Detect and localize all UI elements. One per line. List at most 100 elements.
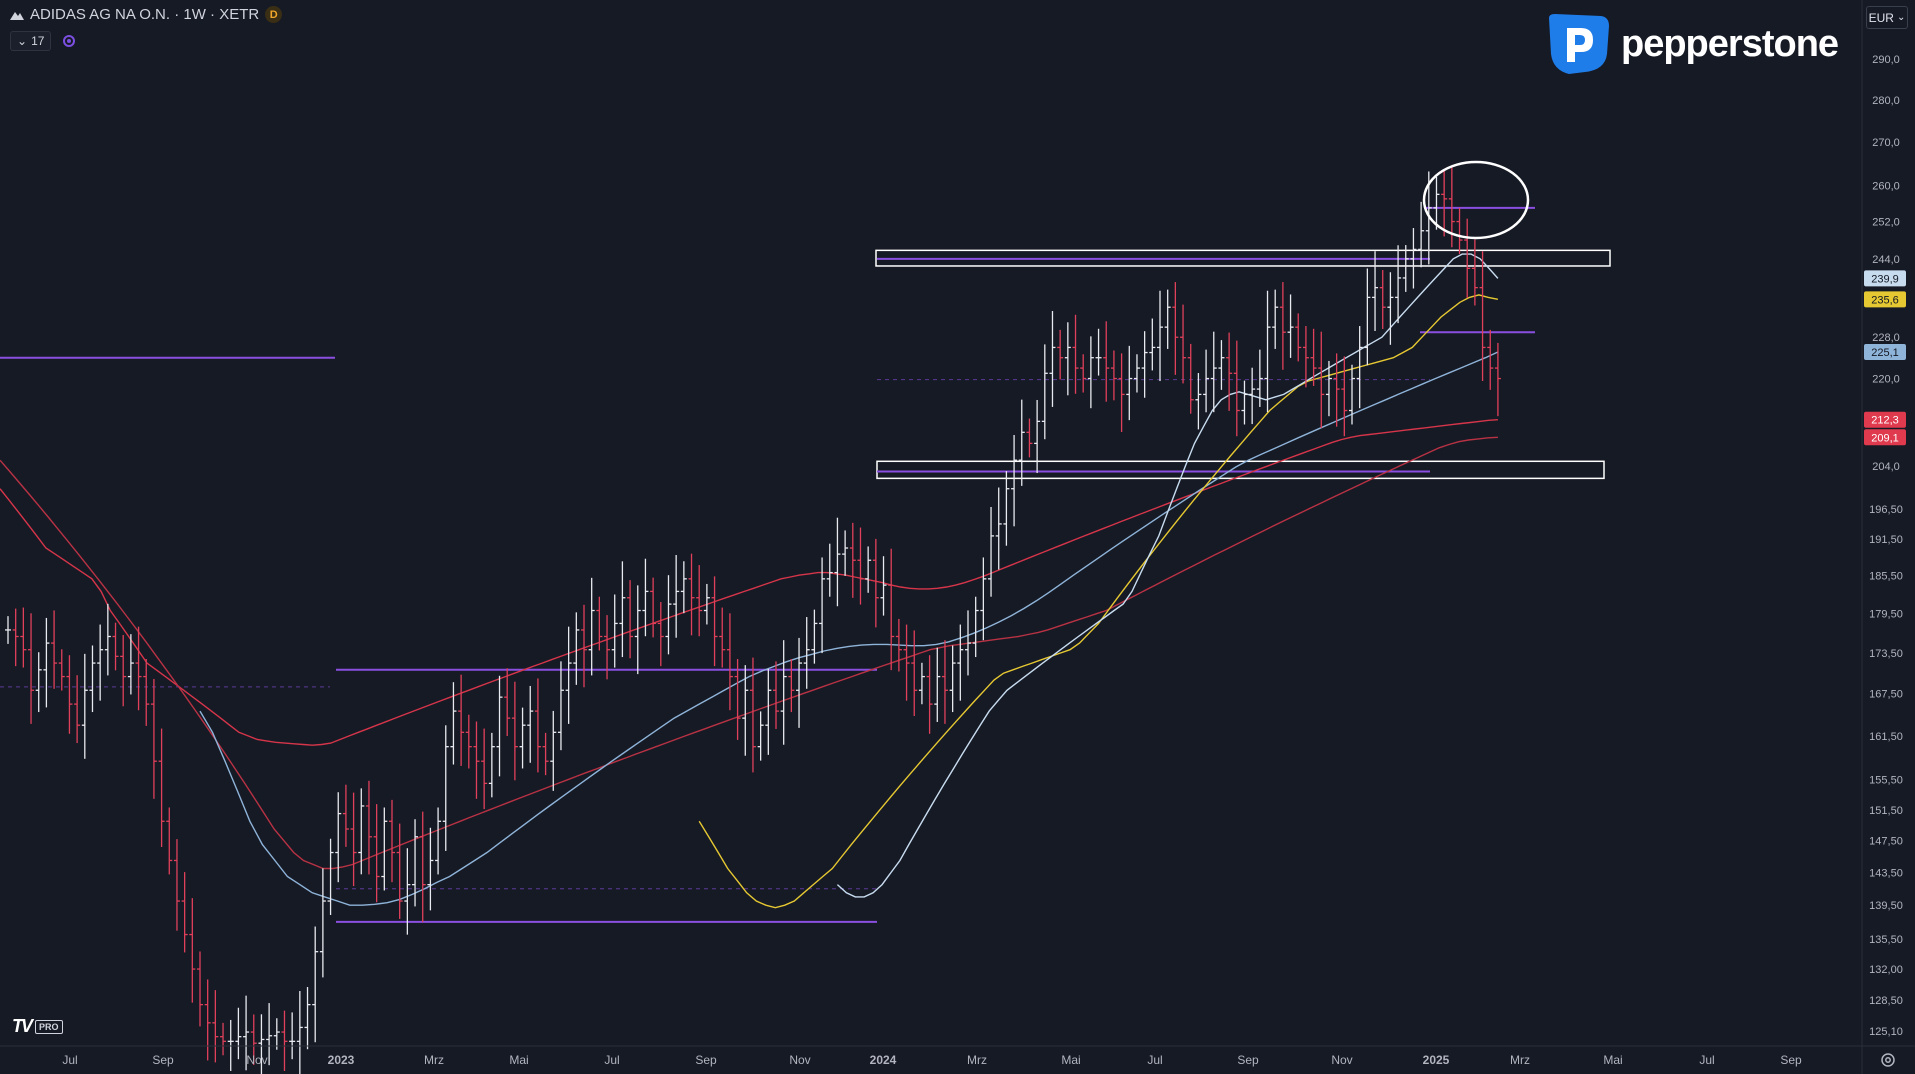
ohlc-bar[interactable]: [89, 645, 96, 713]
ohlc-bar[interactable]: [135, 626, 142, 711]
ohlc-bar[interactable]: [1041, 344, 1048, 440]
ohlc-bar[interactable]: [1164, 289, 1171, 349]
ohlc-bar[interactable]: [1157, 290, 1163, 382]
ohlc-bar[interactable]: [1057, 329, 1064, 380]
ohlc-bar[interactable]: [949, 645, 956, 713]
ohlc-bar[interactable]: [1341, 356, 1348, 437]
ohlc-bar[interactable]: [389, 799, 395, 883]
ohlc-bar[interactable]: [150, 678, 157, 799]
ohlc-bar[interactable]: [189, 898, 196, 1003]
ohlc-bar[interactable]: [20, 607, 27, 668]
ohlc-bar[interactable]: [880, 556, 887, 616]
ohlc-bar[interactable]: [726, 613, 733, 711]
ohlc-bar[interactable]: [227, 1019, 234, 1071]
ohlc-bar[interactable]: [51, 610, 58, 689]
ohlc-bar[interactable]: [1149, 318, 1156, 371]
ohlc-bar[interactable]: [427, 827, 434, 911]
ohlc-bar[interactable]: [1049, 311, 1056, 407]
price-label[interactable]: 239,9: [1864, 270, 1906, 287]
ohlc-bar[interactable]: [1356, 326, 1363, 409]
ohlc-bar[interactable]: [1494, 342, 1501, 417]
ohlc-bar[interactable]: [1295, 313, 1302, 362]
moving-average-line[interactable]: [0, 436, 1498, 870]
ohlc-bar[interactable]: [304, 987, 311, 1050]
ohlc-bar[interactable]: [1325, 360, 1332, 417]
ohlc-bar[interactable]: [665, 575, 672, 655]
ohlc-bar[interactable]: [5, 616, 11, 644]
price-label[interactable]: 235,6: [1864, 291, 1906, 308]
ohlc-bar[interactable]: [773, 661, 779, 729]
currency-select[interactable]: EUR ⌄: [1866, 6, 1908, 29]
ohlc-bar[interactable]: [1249, 367, 1256, 425]
ohlc-bar[interactable]: [703, 583, 710, 625]
ohlc-bar[interactable]: [58, 649, 65, 691]
ohlc-bar[interactable]: [435, 807, 442, 875]
ohlc-bar[interactable]: [381, 807, 388, 891]
ohlc-bar[interactable]: [373, 804, 380, 903]
ohlc-bar[interactable]: [972, 596, 979, 658]
ohlc-bar[interactable]: [657, 602, 664, 667]
ohlc-bar[interactable]: [1126, 345, 1133, 421]
indicator-settings-icon[interactable]: [61, 33, 77, 49]
ohlc-bar[interactable]: [166, 807, 173, 875]
ohlc-bar[interactable]: [1402, 245, 1409, 292]
ohlc-bar[interactable]: [865, 546, 872, 593]
ohlc-bar[interactable]: [358, 788, 365, 875]
ohlc-bar[interactable]: [1180, 304, 1187, 384]
ohlc-bar[interactable]: [1272, 289, 1279, 349]
ohlc-bar[interactable]: [734, 659, 741, 740]
ohlc-bar[interactable]: [673, 554, 680, 638]
ohlc-bar[interactable]: [258, 1014, 265, 1074]
ohlc-bar[interactable]: [312, 926, 319, 1043]
ohlc-bar[interactable]: [296, 991, 303, 1074]
moving-average-line[interactable]: [836, 253, 1499, 898]
ohlc-bar[interactable]: [811, 609, 818, 664]
ohlc-bar[interactable]: [450, 682, 457, 765]
ohlc-bar[interactable]: [1441, 169, 1448, 237]
ohlc-bar[interactable]: [81, 653, 88, 759]
ohlc-bar[interactable]: [688, 553, 695, 636]
moving-average-line[interactable]: [199, 351, 1499, 906]
ohlc-bar[interactable]: [550, 710, 557, 791]
ohlc-bar[interactable]: [197, 951, 203, 1027]
ohlc-bar[interactable]: [957, 624, 964, 701]
ohlc-bar[interactable]: [1479, 251, 1486, 382]
ohlc-bar[interactable]: [1141, 331, 1148, 398]
ohlc-bar[interactable]: [473, 721, 480, 799]
ohlc-bar[interactable]: [1241, 380, 1248, 425]
ohlc-bar[interactable]: [1034, 399, 1041, 474]
ohlc-bar[interactable]: [642, 558, 649, 637]
ohlc-bar[interactable]: [650, 577, 657, 638]
ohlc-bar[interactable]: [74, 675, 81, 744]
ohlc-bar[interactable]: [1064, 322, 1071, 396]
ohlc-bar[interactable]: [488, 732, 495, 798]
ohlc-bar[interactable]: [1471, 239, 1478, 306]
ohlc-bar[interactable]: [289, 1012, 296, 1060]
ohlc-bar[interactable]: [181, 872, 188, 953]
ohlc-bar[interactable]: [1433, 176, 1440, 230]
ohlc-bar[interactable]: [895, 618, 902, 672]
ohlc-bar[interactable]: [266, 1003, 273, 1066]
ohlc-bar[interactable]: [980, 557, 987, 641]
ohlc-bar[interactable]: [696, 565, 703, 637]
ohlc-bar[interactable]: [1464, 218, 1471, 299]
ohlc-bar[interactable]: [1279, 282, 1286, 370]
ohlc-bar[interactable]: [442, 725, 449, 851]
ohlc-bar[interactable]: [220, 1022, 227, 1056]
ohlc-bar[interactable]: [1203, 349, 1210, 413]
ohlc-bar[interactable]: [1256, 349, 1263, 407]
ohlc-bar[interactable]: [504, 668, 511, 736]
ohlc-bar[interactable]: [1080, 354, 1087, 393]
ohlc-bar[interactable]: [120, 634, 127, 707]
ohlc-bar[interactable]: [496, 675, 503, 777]
zone-box[interactable]: [876, 460, 1605, 480]
ohlc-bar[interactable]: [857, 527, 864, 605]
ohlc-bar[interactable]: [627, 580, 634, 659]
ohlc-bar[interactable]: [803, 617, 810, 689]
ohlc-bar[interactable]: [519, 707, 526, 769]
ohlc-bar[interactable]: [350, 792, 357, 887]
ohlc-bar[interactable]: [834, 517, 841, 607]
ohlc-bar[interactable]: [842, 530, 849, 576]
ohlc-bar[interactable]: [1118, 353, 1125, 433]
ohlc-bar[interactable]: [634, 585, 641, 675]
